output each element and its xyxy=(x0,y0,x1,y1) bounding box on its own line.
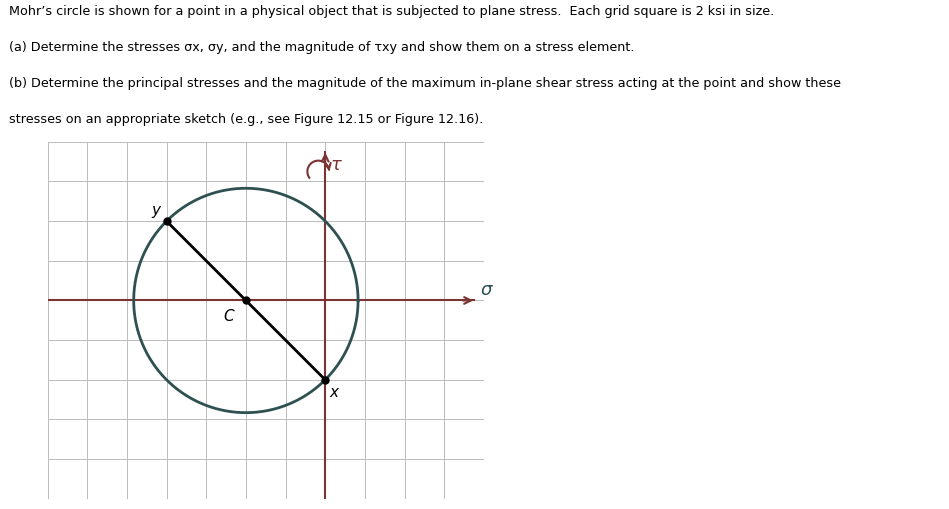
Text: $\tau$: $\tau$ xyxy=(330,155,344,173)
Text: y: y xyxy=(152,203,160,218)
Text: (a) Determine the stresses σx, σy, and the magnitude of τxy and show them on a s: (a) Determine the stresses σx, σy, and t… xyxy=(9,41,635,54)
Text: Mohr’s circle is shown for a point in a physical object that is subjected to pla: Mohr’s circle is shown for a point in a … xyxy=(9,5,774,18)
Text: x: x xyxy=(329,384,338,399)
Text: C: C xyxy=(223,309,234,324)
Text: $\sigma$: $\sigma$ xyxy=(480,281,493,299)
Text: stresses on an appropriate sketch (e.g., see Figure 12.15 or Figure 12.16).: stresses on an appropriate sketch (e.g.,… xyxy=(9,112,484,125)
Text: (b) Determine the principal stresses and the magnitude of the maximum in-plane s: (b) Determine the principal stresses and… xyxy=(9,76,842,90)
